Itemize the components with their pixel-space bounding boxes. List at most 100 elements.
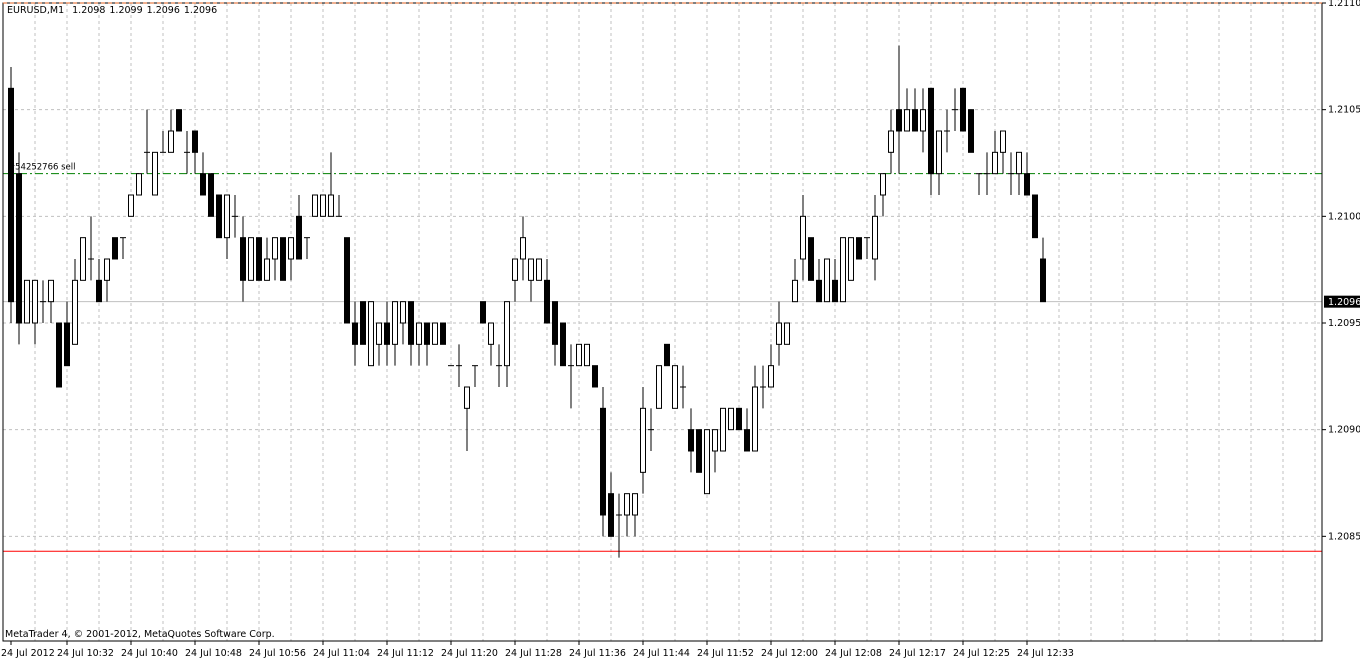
candle-body: [360, 301, 366, 345]
candle-body: [264, 258, 270, 281]
candle-body: [664, 343, 670, 367]
candle-body: [560, 322, 566, 367]
candle-body: [608, 493, 614, 537]
candle-body: [32, 279, 38, 324]
candle-body: [880, 173, 886, 196]
candle-body: [96, 279, 102, 303]
candle-body: [1016, 151, 1022, 175]
candle-body: [1000, 130, 1006, 153]
candle-body: [48, 279, 54, 303]
candle-body: [808, 237, 814, 281]
close: 1.2096: [184, 5, 217, 16]
candle-body: [216, 194, 222, 239]
y-tick-label: 1.2110: [1328, 0, 1360, 9]
candle-body: [872, 215, 878, 260]
candle-body: [344, 237, 350, 324]
low: 1.2096: [147, 5, 180, 16]
candle-body: [968, 109, 974, 153]
candle-body: [904, 109, 910, 132]
candle-body: [272, 237, 278, 260]
candle-body: [1040, 258, 1046, 303]
x-tick-label: 24 Jul 11:12: [377, 648, 434, 659]
candle-body: [248, 237, 254, 281]
candle-body: [920, 109, 926, 132]
x-tick-label: 24 Jul 11:04: [313, 648, 370, 659]
candle-body: [440, 322, 446, 345]
candle-body: [712, 429, 718, 452]
y-tick-label: 1.2100: [1328, 211, 1360, 222]
y-tick-label: 1.2085: [1328, 531, 1360, 542]
y-tick-label: 1.2095: [1328, 318, 1360, 329]
candle-body: [256, 237, 262, 281]
candle-body: [800, 215, 806, 260]
x-tick-label: 24 Jul 11:20: [441, 648, 498, 659]
candle-body: [624, 493, 630, 516]
x-tick-label: 24 Jul 11:36: [569, 648, 626, 659]
candle-body: [56, 322, 62, 388]
candle-body: [64, 322, 70, 367]
candle-body: [816, 279, 822, 303]
candle-body: [280, 237, 286, 281]
candle-body: [688, 429, 694, 452]
candle-body: [408, 301, 414, 345]
candle-body: [152, 151, 158, 196]
candle-body: [744, 429, 750, 452]
x-tick-label: 24 Jul 12:17: [889, 648, 946, 659]
y-tick-label: 1.2090: [1328, 425, 1360, 436]
x-tick-label: 24 Jul 12:08: [825, 648, 882, 659]
candle-body: [912, 109, 918, 132]
candle-body: [8, 87, 14, 303]
symbol: EURUSD,M1: [7, 5, 64, 16]
x-tick-label: 24 Jul 12:25: [953, 648, 1010, 659]
candle-body: [784, 322, 790, 345]
x-tick-label: 24 Jul 11:44: [633, 648, 690, 659]
candle-body: [200, 173, 206, 196]
candle-body: [600, 407, 606, 516]
candle-body: [72, 279, 78, 345]
candle-body: [1024, 173, 1030, 196]
candle-body: [576, 343, 582, 367]
candle-body: [752, 386, 758, 452]
candle-body: [480, 301, 486, 324]
candle-body: [728, 407, 734, 431]
candle-body: [488, 322, 494, 345]
candle-body: [640, 407, 646, 473]
y-tick-label: 1.2105: [1328, 105, 1360, 116]
candle-body: [432, 322, 438, 345]
candle-body: [544, 279, 550, 324]
x-tick-label: 24 Jul 12:00: [761, 648, 818, 659]
candle-body: [552, 301, 558, 345]
bid-label-box: [1324, 295, 1360, 308]
candle-body: [384, 322, 390, 345]
candle-body: [504, 301, 510, 367]
candle-body: [632, 493, 638, 516]
candle-body: [720, 407, 726, 452]
candle-body: [736, 407, 742, 431]
candle-body: [128, 194, 134, 217]
candle-body: [192, 130, 198, 153]
candle-body: [464, 386, 470, 409]
candle-body: [592, 365, 598, 388]
candle-body: [16, 173, 22, 324]
footer: MetaTrader 4, © 2001-2012, MetaQuotes So…: [5, 629, 275, 640]
level-label: #54252766 sell: [8, 163, 75, 173]
candle-body: [528, 258, 534, 281]
x-tick-label: 24 Jul 2012: [1, 648, 55, 659]
candle-body: [520, 237, 526, 260]
candle-body: [368, 301, 374, 367]
candle-body: [352, 322, 358, 345]
candles: #54252766 sell: [3, 45, 1322, 558]
candle-body: [768, 365, 774, 388]
candle-body: [888, 130, 894, 153]
candle-body: [424, 322, 430, 345]
candle-body: [792, 279, 798, 303]
x-tick-label: 24 Jul 11:28: [505, 648, 562, 659]
candle-body: [112, 237, 118, 260]
x-tick-label: 24 Jul 10:56: [249, 648, 306, 659]
x-tick-label: 24 Jul 10:32: [57, 648, 114, 659]
high: 1.2099: [109, 5, 142, 16]
candle-body: [240, 237, 246, 281]
x-tick-label: 24 Jul 11:52: [697, 648, 754, 659]
